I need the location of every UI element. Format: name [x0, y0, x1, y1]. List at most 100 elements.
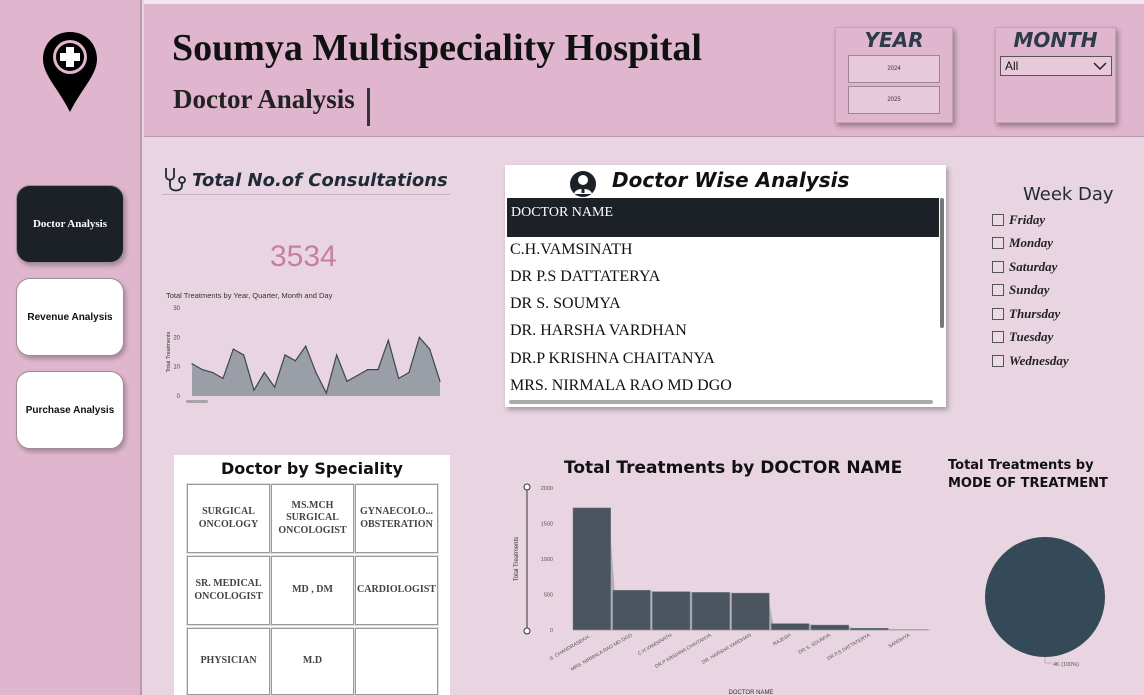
checkbox[interactable] — [992, 355, 1004, 367]
doctor-bar-chart-title: Total Treatments by DOCTOR NAME — [564, 458, 903, 478]
data-point — [398, 377, 400, 379]
doctor-name-column-header[interactable]: DOCTOR NAME — [507, 198, 939, 237]
bar — [691, 592, 730, 631]
bar — [771, 623, 810, 631]
mode-pie-chart: 4K (100%) — [985, 537, 1105, 668]
weekday-label: Thursday — [1009, 306, 1061, 321]
y-tick-label: 1000 — [541, 557, 553, 563]
y-tick-label: 0 — [177, 394, 181, 400]
y-axis-label: Total Treatments — [514, 537, 520, 581]
doctor-avatar-icon — [570, 171, 596, 197]
bar — [810, 624, 849, 631]
vertical-scrollbar[interactable] — [940, 198, 944, 328]
doctor-row[interactable]: C.H.VAMSINATH — [510, 241, 633, 258]
weekday-label: Friday — [1009, 212, 1046, 227]
weekday-option-thursday[interactable]: Thursday — [992, 306, 1060, 322]
checkbox[interactable] — [992, 284, 1004, 296]
y-tick-label: 10 — [173, 365, 180, 371]
speciality-card[interactable]: SURGICAL ONCOLOGY — [186, 483, 271, 554]
year-option-2024[interactable]: 2024 — [848, 55, 940, 83]
y-tick-label: 2000 — [541, 486, 553, 492]
data-point — [439, 380, 441, 382]
data-point — [325, 392, 327, 394]
checkbox[interactable] — [992, 214, 1004, 226]
data-point — [387, 339, 389, 341]
data-point — [212, 371, 214, 374]
weekday-label: Saturday — [1009, 259, 1058, 274]
month-dropdown[interactable]: All — [1000, 56, 1112, 76]
data-point — [367, 369, 369, 371]
data-point — [201, 369, 203, 371]
bar — [652, 591, 691, 631]
area-fill — [192, 337, 440, 396]
consultations-divider — [162, 194, 450, 195]
bar — [572, 507, 611, 631]
data-point — [408, 371, 410, 374]
trend-chart-title: Total Treatments by Year, Quarter, Month… — [166, 291, 333, 300]
doctor-row[interactable]: MRS. NIRMALA RAO MD DGO — [510, 377, 732, 394]
speciality-card[interactable]: CARDIOLOGIST — [354, 555, 439, 626]
data-point — [336, 354, 338, 356]
year-option-2025[interactable]: 2025 — [848, 86, 940, 114]
weekday-option-sunday[interactable]: Sunday — [992, 282, 1049, 298]
weekday-label: Wednesday — [1009, 353, 1069, 368]
data-point — [191, 363, 193, 365]
x-tick-label: DR S. SOUMYA — [798, 632, 833, 656]
nav-doctor-analysis-button[interactable]: Doctor Analysis — [16, 185, 124, 263]
doctor-row[interactable]: DR. HARSHA VARDHAN — [510, 322, 687, 339]
weekday-option-tuesday[interactable]: Tuesday — [992, 329, 1053, 345]
weekday-option-monday[interactable]: Monday — [992, 235, 1053, 251]
speciality-card[interactable]: MD , DM — [270, 555, 355, 626]
y-axis-label: Total Treatments — [166, 331, 172, 372]
stethoscope-icon — [165, 168, 186, 192]
data-point — [429, 348, 431, 350]
weekday-option-saturday[interactable]: Saturday — [992, 259, 1057, 275]
checkbox[interactable] — [992, 308, 1004, 320]
speciality-title: Doctor by Speciality — [221, 459, 403, 478]
speciality-card[interactable]: MS.MCH SURGICAL ONCOLOGIST — [270, 483, 355, 554]
month-slicer-title: MONTH — [1013, 28, 1098, 52]
header: Soumya Multispeciality Hospital Doctor A… — [144, 0, 1144, 137]
data-point — [263, 371, 265, 374]
weekday-label: Monday — [1009, 235, 1054, 250]
bar — [850, 627, 889, 631]
month-slicer: MONTH All — [995, 27, 1116, 123]
speciality-card[interactable]: GYNAECOLO... OBSTERATION — [354, 483, 439, 554]
data-point — [315, 371, 317, 374]
checkbox[interactable] — [992, 237, 1004, 249]
y-tick-label: 500 — [544, 593, 553, 599]
doctor-row[interactable]: DR S. SOUMYA — [510, 295, 621, 312]
data-point — [284, 354, 286, 356]
checkbox[interactable] — [992, 261, 1004, 273]
nav-revenue-analysis-button[interactable]: Revenue Analysis — [16, 278, 124, 356]
month-selected-value: All — [1005, 59, 1019, 73]
weekday-slicer-title: Week Day — [1023, 184, 1114, 205]
data-point — [222, 377, 224, 379]
nav-purchase-analysis-button[interactable]: Purchase Analysis — [16, 371, 124, 449]
chevron-down-icon — [1093, 62, 1107, 71]
weekday-option-wednesday[interactable]: Wednesday — [992, 353, 1069, 369]
doctor-row[interactable]: DR.P KRISHNA CHAITANYA — [510, 350, 715, 367]
horizontal-scrollbar[interactable] — [509, 400, 933, 404]
consultations-title: Total No.of Consultations — [192, 170, 448, 191]
title-divider — [367, 88, 370, 126]
data-point — [346, 380, 348, 382]
weekday-label: Sunday — [1009, 282, 1050, 297]
data-point — [377, 369, 379, 371]
checkbox[interactable] — [992, 331, 1004, 343]
speciality-card[interactable] — [354, 627, 439, 695]
range-slider-handle-bottom — [523, 627, 531, 635]
x-tick-label: DR P.S DATTATERYA — [826, 632, 872, 662]
weekday-option-friday[interactable]: Friday — [992, 212, 1045, 228]
hospital-location-icon — [43, 32, 97, 112]
data-point — [305, 345, 307, 347]
speciality-card[interactable]: M.D — [270, 627, 355, 695]
speciality-card[interactable]: PHYSICIAN — [186, 627, 271, 695]
data-point — [356, 374, 358, 377]
doctor-row[interactable]: DR P.S DATTATERYA — [510, 268, 661, 285]
bar — [731, 592, 770, 631]
speciality-card[interactable]: SR. MEDICAL ONCOLOGIST — [186, 555, 271, 626]
consultations-kpi-value: 3534 — [270, 240, 337, 273]
data-point — [274, 386, 276, 388]
